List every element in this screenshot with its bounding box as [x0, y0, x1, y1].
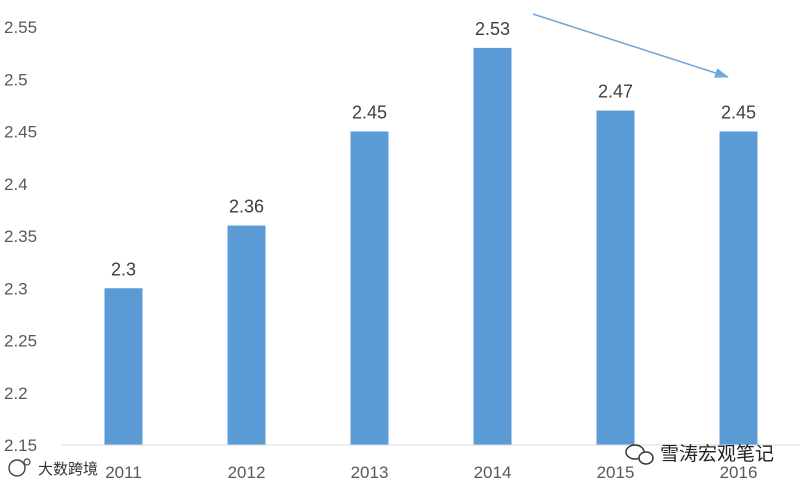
bar — [596, 110, 635, 445]
data-label: 2.3 — [111, 259, 136, 279]
y-axis-ticks: 2.15 2.2 2.25 2.3 2.35 2.4 2.45 2.5 2.55 — [4, 18, 37, 455]
x-tick-label: 2011 — [105, 463, 142, 482]
x-tick-label: 2016 — [720, 463, 758, 482]
weibo-icon — [8, 458, 31, 477]
y-tick-label: 2.35 — [4, 227, 37, 246]
data-label: 2.45 — [721, 103, 756, 123]
wechat-icon — [625, 444, 654, 465]
bar — [227, 225, 266, 445]
bar — [350, 131, 389, 445]
x-tick-label: 2012 — [228, 463, 266, 482]
x-axis-ticks: 2011 2012 2013 2014 2015 2016 — [105, 463, 757, 482]
y-tick-label: 2.3 — [4, 279, 28, 298]
x-tick-label: 2015 — [597, 463, 635, 482]
bar — [104, 288, 143, 445]
watermark-source: 雪涛宏观笔记 — [625, 443, 774, 465]
trend-arrow — [532, 13, 729, 78]
data-labels: 2.3 2.36 2.45 2.53 2.47 2.45 — [111, 19, 756, 279]
y-tick-label: 2.4 — [4, 175, 28, 194]
y-tick-label: 2.5 — [4, 70, 28, 89]
y-tick-label: 2.2 — [4, 384, 28, 403]
x-tick-label: 2013 — [351, 463, 389, 482]
x-tick-label: 2014 — [474, 463, 512, 482]
bars — [104, 47, 758, 446]
bar — [473, 47, 512, 446]
watermark-corner-text: 大数跨境 — [38, 460, 98, 478]
data-label: 2.47 — [598, 82, 633, 102]
bar — [719, 131, 758, 445]
y-tick-label: 2.15 — [4, 436, 37, 455]
data-label: 2.53 — [475, 19, 510, 39]
data-label: 2.45 — [352, 103, 387, 123]
watermark-corner: 大数跨境 — [8, 458, 98, 478]
data-label: 2.36 — [229, 197, 264, 217]
y-tick-label: 2.45 — [4, 123, 37, 142]
watermark-source-text: 雪涛宏观笔记 — [660, 443, 774, 465]
y-tick-label: 2.55 — [4, 18, 37, 37]
y-tick-label: 2.25 — [4, 332, 37, 351]
